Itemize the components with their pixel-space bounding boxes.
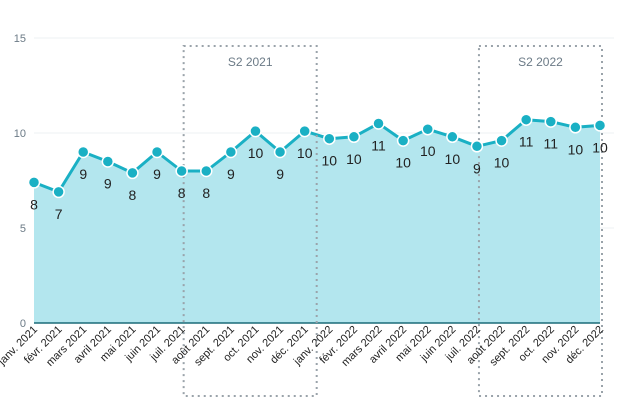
data-label: 10 <box>248 145 264 161</box>
y-tick-label: 10 <box>14 128 26 140</box>
data-point <box>200 164 213 178</box>
data-label: 9 <box>104 176 112 192</box>
band-label: S2 2022 <box>518 55 563 69</box>
data-label: 10 <box>395 155 411 171</box>
y-tick-label: 0 <box>20 318 26 330</box>
data-label: 11 <box>544 136 559 152</box>
data-label: 10 <box>568 141 584 157</box>
data-label: 9 <box>227 166 235 182</box>
data-point <box>52 185 65 199</box>
data-label: 10 <box>322 153 338 169</box>
data-point <box>446 130 459 144</box>
data-point <box>273 145 287 159</box>
data-label: 8 <box>178 185 186 201</box>
data-label: 10 <box>445 151 461 167</box>
data-label: 8 <box>202 185 210 201</box>
data-point <box>323 132 336 145</box>
data-label: 11 <box>519 134 534 150</box>
data-point <box>569 121 582 134</box>
data-point <box>175 164 188 178</box>
data-point <box>593 119 607 132</box>
data-point <box>101 155 115 168</box>
data-label: 10 <box>592 139 608 155</box>
data-point <box>519 113 533 126</box>
data-label: 8 <box>129 187 137 203</box>
data-label: 8 <box>30 196 38 212</box>
y-tick-label: 5 <box>20 223 26 235</box>
data-label: 10 <box>494 155 510 171</box>
data-point <box>421 122 434 136</box>
data-label: 9 <box>153 166 161 182</box>
data-point <box>224 145 238 159</box>
data-label: 7 <box>55 206 63 222</box>
data-point <box>544 115 558 128</box>
y-tick-label: 15 <box>14 33 26 45</box>
highlight-band <box>477 45 603 397</box>
data-label: 10 <box>346 151 362 167</box>
data-point <box>347 130 361 144</box>
data-point <box>298 124 311 138</box>
data-point <box>27 176 41 189</box>
data-point <box>249 124 262 138</box>
data-label: 9 <box>79 166 87 182</box>
data-point <box>126 166 139 180</box>
highlight-band <box>182 45 318 397</box>
data-label: 10 <box>420 143 436 159</box>
data-point <box>76 145 90 159</box>
data-label: 9 <box>473 160 481 176</box>
data-point <box>495 134 508 147</box>
data-point <box>372 117 385 130</box>
data-point <box>150 145 164 159</box>
data-label: 11 <box>371 138 386 154</box>
band-label: S2 2021 <box>228 55 273 69</box>
data-label: 10 <box>297 145 313 161</box>
data-label: 9 <box>276 166 284 182</box>
data-point <box>470 140 484 153</box>
data-point <box>396 134 410 147</box>
